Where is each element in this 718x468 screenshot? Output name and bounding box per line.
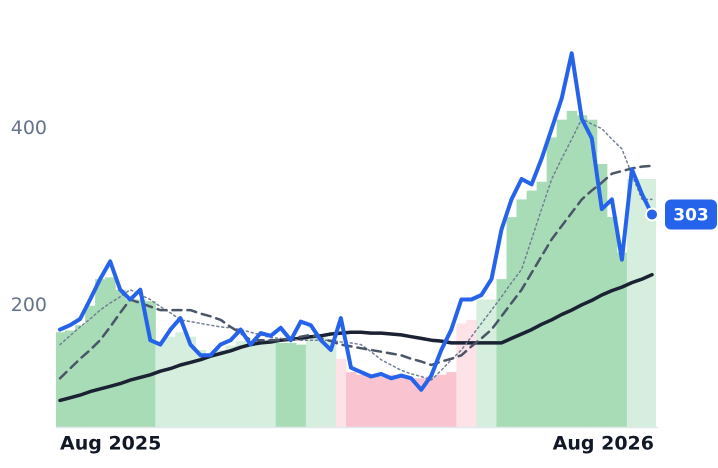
regime-bar [616, 252, 628, 427]
regime-bar [416, 378, 427, 427]
regime-bar [235, 341, 247, 427]
regime-bar [536, 181, 548, 427]
series-line [58, 51, 654, 392]
regime-bar [526, 190, 538, 427]
end-dot [645, 207, 659, 222]
regime-bar [506, 217, 518, 427]
regime-bar [466, 319, 477, 427]
regime-bar [75, 325, 86, 427]
regime-bar [155, 341, 166, 427]
regime-bar [105, 277, 116, 427]
regime-bar [566, 110, 578, 427]
y-tick-label: 200 [11, 294, 47, 316]
regime-bar [245, 342, 257, 427]
regime-bar [255, 341, 267, 427]
regime-bar [145, 301, 156, 427]
regime-bar [426, 376, 437, 427]
regime-bar [546, 137, 558, 427]
series-line [58, 272, 654, 403]
regime-bar [265, 339, 277, 427]
regime-bar [606, 217, 618, 427]
regime-bar [646, 179, 656, 427]
regime-bar [195, 349, 206, 427]
regime-bar [95, 279, 106, 427]
regime-bar [335, 358, 347, 427]
regime-bar [636, 179, 648, 427]
regime-bar [175, 332, 186, 427]
x-tick-label: Aug 2025 [60, 433, 161, 455]
regime-bar [366, 374, 377, 427]
regime-bar [626, 179, 638, 427]
regime-bar [516, 199, 528, 427]
regime-bar [275, 342, 287, 427]
end-label-pill [665, 199, 717, 230]
regime-bar [56, 332, 66, 427]
regime-bar [135, 299, 146, 427]
regime-bar [476, 299, 487, 427]
regime-bar [125, 299, 136, 427]
regime-bar [285, 342, 297, 427]
regime-bar [115, 289, 126, 427]
regime-bar [185, 336, 196, 427]
regime-bar [225, 345, 237, 427]
regime-bar [85, 305, 96, 427]
series-line [58, 164, 654, 380]
x-tick-label: Aug 2026 [553, 433, 654, 455]
y-tick-label: 400 [11, 117, 47, 139]
regime-bar [376, 376, 387, 427]
regime-bar [396, 376, 407, 427]
regime-bar [295, 344, 307, 427]
regime-bar [325, 341, 337, 427]
regime-bar [406, 378, 417, 427]
regime-bar [315, 336, 327, 427]
regime-bar [305, 336, 317, 427]
regime-bar [586, 119, 598, 427]
regime-bar [345, 372, 357, 427]
regime-bars [56, 110, 656, 427]
regime-bar [165, 336, 176, 427]
regime-bar [576, 115, 588, 427]
regime-bar [386, 374, 397, 427]
regime-bar [456, 323, 467, 427]
regime-bar [496, 279, 508, 427]
regime-bar [446, 372, 457, 427]
regime-bar [65, 330, 76, 427]
series-line [59, 118, 653, 381]
regime-bar [556, 119, 568, 427]
regime-bar [356, 374, 367, 427]
regime-bar [436, 374, 447, 427]
lines [58, 51, 654, 403]
regime-bar [486, 299, 497, 427]
end-label: 303 [673, 205, 709, 225]
regime-bar [205, 354, 217, 427]
regime-bar [215, 349, 227, 427]
